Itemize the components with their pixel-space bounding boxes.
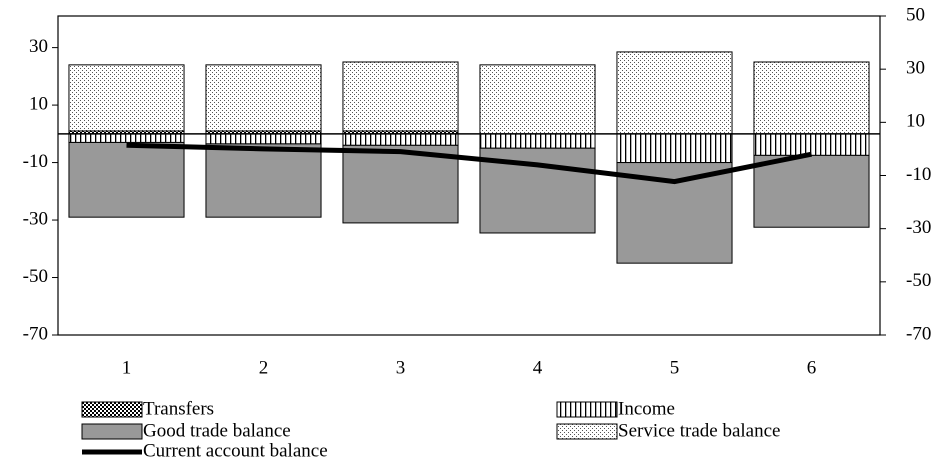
y2-tick-label: -50 [906,270,931,291]
bar-segment [753,61,870,135]
bar-segment [342,144,459,224]
y-tick-label: -10 [23,151,48,172]
bar-segment [479,133,596,149]
x-tick-label: 4 [533,357,543,378]
bar-segment [616,51,733,135]
bar-segment [68,141,185,218]
y2-tick-label: 10 [906,111,925,132]
bar-segment [479,147,596,234]
bar-segment [753,133,870,156]
legend-swatch [81,401,143,418]
legend-swatch [81,423,143,440]
legend-label: Good trade balance [143,420,291,441]
legend-label: Service trade balance [618,420,780,441]
legend-label: Transfers [143,398,214,419]
line-series [126,142,812,185]
bar-segment [342,133,459,146]
bar-segment [616,133,733,164]
bar-segment [205,64,322,132]
x-tick-label: 6 [807,357,817,378]
x-tick-label: 3 [396,357,406,378]
bar-segment [68,133,185,143]
x-tick-label: 5 [670,357,680,378]
y-tick-label: -50 [23,266,48,287]
plot-frame [57,15,881,336]
bar-segment [205,143,322,218]
y2-tick-label: -70 [906,323,931,344]
legend-swatch [556,423,618,440]
y-tick-label: -70 [23,323,48,344]
y-tick-label: 10 [29,93,48,114]
x-tick-label: 1 [122,357,132,378]
bar-segment [342,61,459,132]
y2-tick-label: -30 [906,217,931,238]
bar-segment [479,64,596,135]
y2-tick-label: 50 [906,4,925,25]
bar-segment [205,133,322,145]
legend-swatch [556,401,618,418]
bar-segment [753,154,870,228]
bar-segment [68,64,185,132]
x-tick-label: 2 [259,357,269,378]
y-tick-label: 30 [29,36,48,57]
legend-label: Current account balance [143,440,328,461]
y-tick-label: -30 [23,208,48,229]
y2-tick-label: 30 [906,58,925,79]
legend-label: Income [618,398,675,419]
y2-tick-label: -10 [906,164,931,185]
